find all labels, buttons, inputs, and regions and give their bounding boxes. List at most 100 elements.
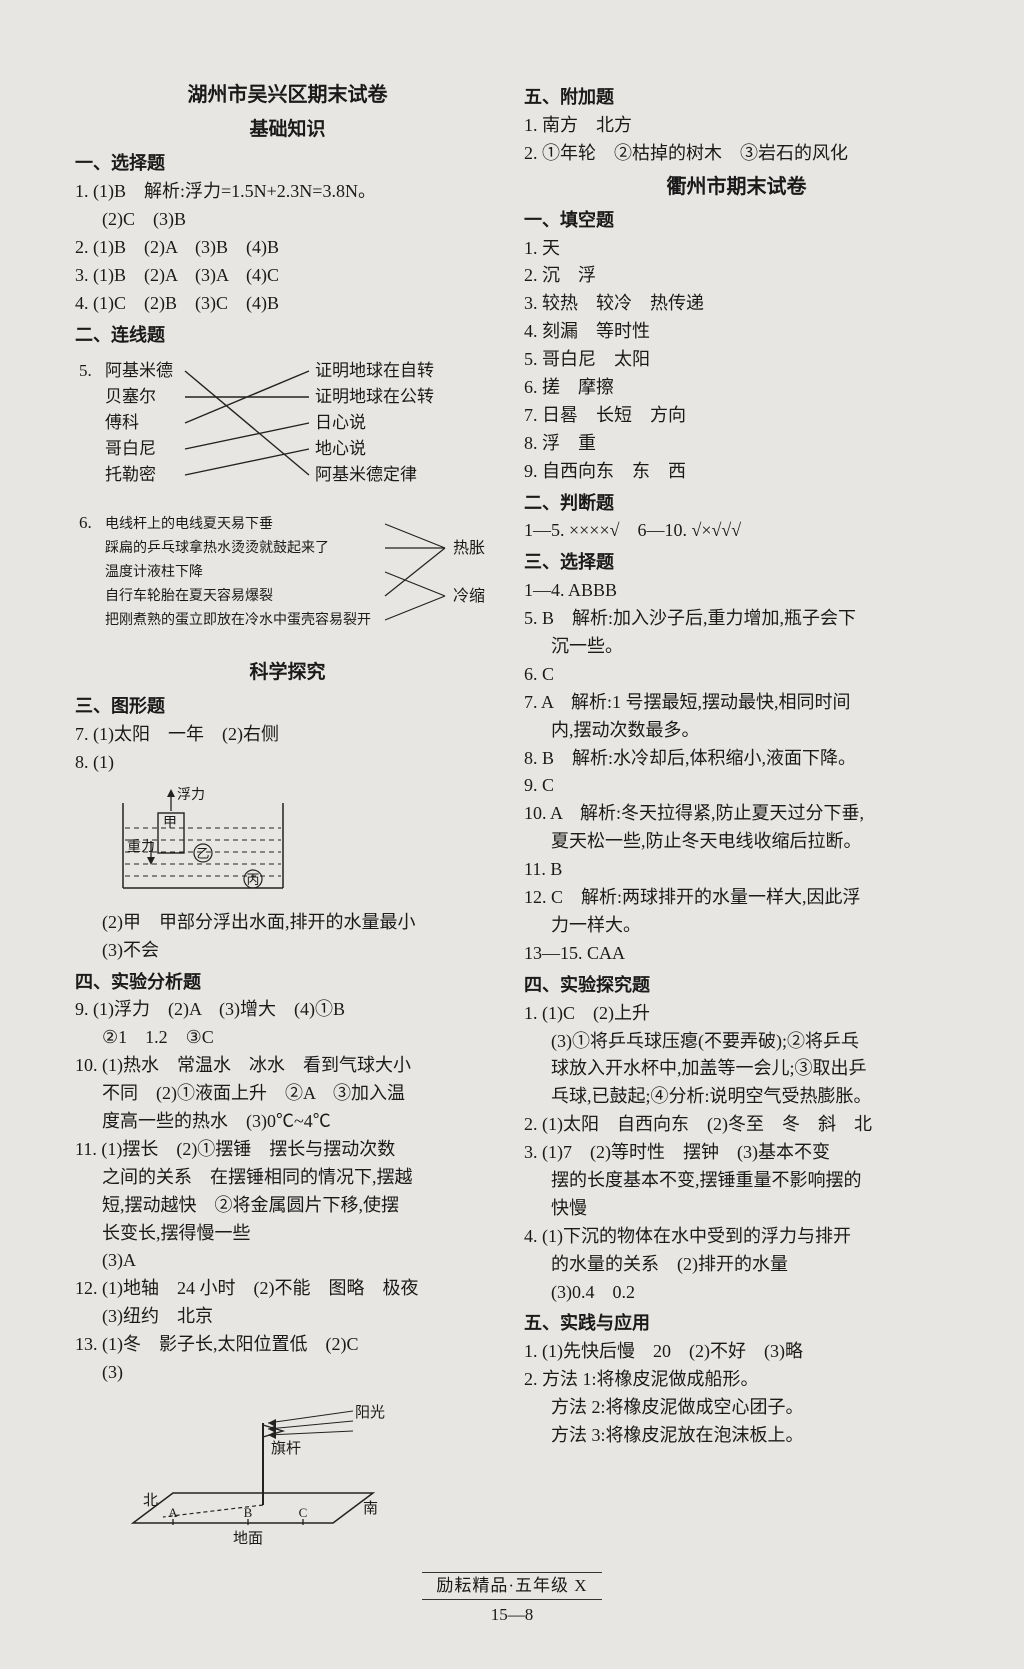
q8-svg: 甲浮力重力乙丙 xyxy=(103,783,303,903)
r1q6: 6. 搓 摩擦 xyxy=(524,374,949,402)
r3q11: 11. B xyxy=(524,856,949,884)
q5-matching-diagram: 5.阿基米德贝塞尔傅科哥白尼托勒密证明地球在自转证明地球在公转日心说地心说阿基米… xyxy=(75,356,500,506)
svg-text:贝塞尔: 贝塞尔 xyxy=(105,387,156,406)
svg-text:阳光: 阳光 xyxy=(355,1404,385,1421)
r3q10b: 夏天松一些,防止冬天电线收缩后拉断。 xyxy=(524,828,949,856)
svg-text:阿基米德定律: 阿基米德定律 xyxy=(315,465,417,484)
r4q1a: 1. (1)C (2)上升 xyxy=(524,1000,949,1028)
r4q4a: 4. (1)下沉的物体在水中受到的浮力与排开 xyxy=(524,1223,949,1251)
q5-svg: 5.阿基米德贝塞尔傅科哥白尼托勒密证明地球在自转证明地球在公转日心说地心说阿基米… xyxy=(75,356,495,506)
q9b: ②1 1.2 ③C xyxy=(75,1024,500,1052)
r1q3: 3. 较热 较冷 热传递 xyxy=(524,290,949,318)
r1-head: 一、填空题 xyxy=(524,207,949,235)
r4q4b: 的水量的关系 (2)排开的水量 xyxy=(524,1251,949,1279)
r2a: 1—5. ××××√ 6—10. √×√√√ xyxy=(524,517,949,545)
svg-text:托勒密: 托勒密 xyxy=(105,465,156,484)
q6-svg: 6.电线杆上的电线夏天易下垂踩扁的乒乓球拿热水烫烫就鼓起来了温度计液柱下降自行车… xyxy=(75,512,495,652)
r4q3c: 快慢 xyxy=(524,1195,949,1223)
r5q2: 2. ①年轮 ②枯掉的树木 ③岩石的风化 xyxy=(524,140,949,168)
r1q7: 7. 日晷 长短 方向 xyxy=(524,402,949,430)
svg-text:温度计液柱下降: 温度计液柱下降 xyxy=(105,564,203,580)
q13-svg: 旗杆阳光北南地面ABC xyxy=(103,1393,403,1548)
left-column: 湖州市吴兴区期末试卷 基础知识 一、选择题 1. (1)B 解析:浮力=1.5N… xyxy=(75,80,500,1554)
svg-text:南: 南 xyxy=(363,1500,378,1517)
footer-brand: 励耘精品·五年级 X xyxy=(422,1572,601,1600)
q12b: (3)纽约 北京 xyxy=(75,1303,500,1331)
svg-text:浮力: 浮力 xyxy=(177,787,205,803)
q11d: 长变长,摆得慢一些 xyxy=(75,1220,500,1248)
q10a: 10. (1)热水 常温水 冰水 看到气球大小 xyxy=(75,1052,500,1080)
q8c: (3)不会 xyxy=(75,937,500,965)
svg-text:丙: 丙 xyxy=(246,872,259,887)
q8a: 8. (1) xyxy=(75,749,500,777)
right-column: 五、附加题 1. 南方 北方 2. ①年轮 ②枯掉的树木 ③岩石的风化 衢州市期… xyxy=(524,80,949,1554)
q1-line1: 1. (1)B 解析:浮力=1.5N+2.3N=3.8N。 xyxy=(75,178,500,206)
q7: 7. (1)太阳 一年 (2)右侧 xyxy=(75,721,500,749)
svg-text:6.: 6. xyxy=(79,513,92,532)
r3q9: 9. C xyxy=(524,772,949,800)
q13-figure: 旗杆阳光北南地面ABC xyxy=(75,1393,500,1548)
svg-text:自行车轮胎在夏天容易爆裂: 自行车轮胎在夏天容易爆裂 xyxy=(105,587,273,604)
r3q14: 1—4. ABBB xyxy=(524,577,949,605)
r5q1b: 1. (1)先快后慢 20 (2)不好 (3)略 xyxy=(524,1338,949,1366)
svg-text:旗杆: 旗杆 xyxy=(271,1440,301,1457)
r5q1: 1. 南方 北方 xyxy=(524,112,949,140)
q13b: (3) xyxy=(75,1359,500,1387)
section-1-head: 一、选择题 xyxy=(75,150,500,178)
section-2-head: 二、连线题 xyxy=(75,322,500,350)
svg-text:地面: 地面 xyxy=(233,1530,263,1547)
svg-text:证明地球在自转: 证明地球在自转 xyxy=(315,361,434,380)
q11a: 11. (1)摆长 (2)①摆锤 摆长与摆动次数 xyxy=(75,1136,500,1164)
r3q7a: 7. A 解析:1 号摆最短,摆动最快,相同时间 xyxy=(524,689,949,717)
r3q5a: 5. B 解析:加入沙子后,重力增加,瓶子会下 xyxy=(524,605,949,633)
svg-text:北: 北 xyxy=(143,1492,158,1509)
r1q9: 9. 自西向东 东 西 xyxy=(524,458,949,486)
r5q2a: 2. 方法 1:将橡皮泥做成船形。 xyxy=(524,1366,949,1394)
page-columns: 湖州市吴兴区期末试卷 基础知识 一、选择题 1. (1)B 解析:浮力=1.5N… xyxy=(75,80,949,1554)
r3q10a: 10. A 解析:冬天拉得紧,防止夏天过分下垂, xyxy=(524,800,949,828)
svg-text:重力: 重力 xyxy=(127,839,155,855)
r3q12a: 12. C 解析:两球排开的水量一样大,因此浮 xyxy=(524,884,949,912)
q11b: 之间的关系 在摆锤相同的情况下,摆越 xyxy=(75,1164,500,1192)
r1q8: 8. 浮 重 xyxy=(524,430,949,458)
r1q4: 4. 刻漏 等时性 xyxy=(524,318,949,346)
section-5-head: 五、附加题 xyxy=(524,84,949,112)
q13a: 13. (1)冬 影子长,太阳位置低 (2)C xyxy=(75,1331,500,1359)
svg-text:日心说: 日心说 xyxy=(315,413,366,432)
svg-text:B: B xyxy=(244,1505,253,1520)
svg-text:把刚煮熟的蛋立即放在冷水中蛋壳容易裂开: 把刚煮熟的蛋立即放在冷水中蛋壳容易裂开 xyxy=(105,611,371,628)
r3q1315: 13—15. CAA xyxy=(524,940,949,968)
r4q2: 2. (1)太阳 自西向东 (2)冬至 冬 斜 北 xyxy=(524,1111,949,1139)
q6-matching-diagram: 6.电线杆上的电线夏天易下垂踩扁的乒乓球拿热水烫烫就鼓起来了温度计液柱下降自行车… xyxy=(75,512,500,652)
svg-text:C: C xyxy=(299,1505,308,1520)
r3q12b: 力一样大。 xyxy=(524,912,949,940)
q1-line2: (2)C (3)B xyxy=(75,206,500,234)
q2: 2. (1)B (2)A (3)B (4)B xyxy=(75,234,500,262)
svg-text:证明地球在公转: 证明地球在公转 xyxy=(315,387,434,406)
svg-text:傅科: 傅科 xyxy=(105,413,139,432)
r1q2: 2. 沉 浮 xyxy=(524,262,949,290)
r4q1c: 球放入开水杯中,加盖等一会儿;③取出乒 xyxy=(524,1055,949,1083)
r4-head: 四、实验探究题 xyxy=(524,972,949,1000)
r2-head: 二、判断题 xyxy=(524,490,949,518)
r3q6: 6. C xyxy=(524,661,949,689)
r4q3b: 摆的长度基本不变,摆锤重量不影响摆的 xyxy=(524,1167,949,1195)
r4q3a: 3. (1)7 (2)等时性 摆钟 (3)基本不变 xyxy=(524,1139,949,1167)
svg-text:电线杆上的电线夏天易下垂: 电线杆上的电线夏天易下垂 xyxy=(105,516,273,532)
q4: 4. (1)C (2)B (3)C (4)B xyxy=(75,290,500,318)
svg-text:5.: 5. xyxy=(79,361,92,380)
r1q1: 1. 天 xyxy=(524,235,949,263)
q11c: 短,摆动越快 ②将金属圆片下移,使摆 xyxy=(75,1192,500,1220)
q11e: (3)A xyxy=(75,1247,500,1275)
svg-text:冷缩: 冷缩 xyxy=(453,587,485,605)
r5-head: 五、实践与应用 xyxy=(524,1310,949,1338)
svg-text:热胀: 热胀 xyxy=(453,539,485,557)
mid-title: 科学探究 xyxy=(75,658,500,687)
r4q1b: (3)①将乒乓球压瘪(不要弄破);②将乒乓 xyxy=(524,1028,949,1056)
svg-text:甲: 甲 xyxy=(163,816,177,831)
r5q2c: 方法 3:将橡皮泥放在泡沫板上。 xyxy=(524,1422,949,1450)
r4q1d: 乓球,已鼓起;④分析:说明空气受热膨胀。 xyxy=(524,1083,949,1111)
r4q4c: (3)0.4 0.2 xyxy=(524,1279,949,1307)
q9a: 9. (1)浮力 (2)A (3)增大 (4)①B xyxy=(75,996,500,1024)
r3q8: 8. B 解析:水冷却后,体积缩小,液面下降。 xyxy=(524,745,949,773)
